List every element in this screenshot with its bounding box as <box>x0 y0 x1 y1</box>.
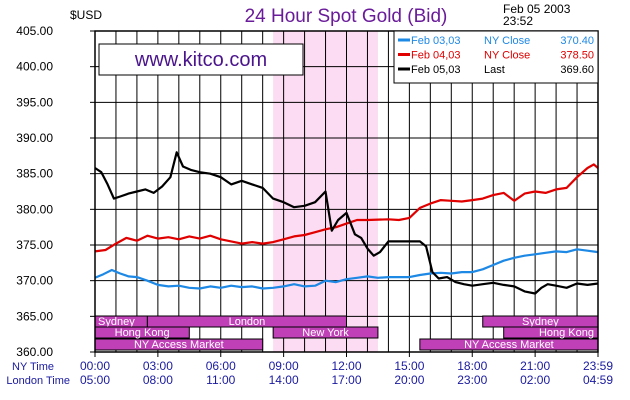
legend-value: 369.60 <box>560 64 594 76</box>
x-axis-ticks: NY Time 00:00 03:00 06:00 09:00 12:00 15:00 18:… <box>6 352 613 387</box>
x-tick-label: 00:00 <box>80 359 110 373</box>
session-label: London <box>229 316 266 328</box>
x-tick-label: 23:59 <box>583 359 613 373</box>
y-axis-ticks: 405.00 400.00 395.00 390.00 385.00 380.00 375.… <box>16 24 95 359</box>
session-label: Sydney <box>98 316 135 328</box>
session-label: Hong Kong <box>115 327 170 339</box>
session-label: Sydney <box>522 316 559 328</box>
legend-value: 370.40 <box>560 35 594 47</box>
legend: Feb 03,03 NY Close 370.40 Feb 04,03 NY Close… <box>393 30 599 84</box>
legend-date: Feb 03,03 <box>411 35 461 47</box>
timestamp-time: 23:52 <box>503 14 533 28</box>
watermark: www.kitco.com <box>98 43 304 76</box>
y-tick-label: 380.00 <box>16 202 53 216</box>
y-tick-label: 375.00 <box>16 238 53 252</box>
x-tick-label: 12:00 <box>331 359 361 373</box>
x-row-label: London Time <box>6 375 70 387</box>
y-tick-label: 360.00 <box>16 345 53 359</box>
price-series <box>94 151 599 295</box>
series-line <box>94 248 599 290</box>
y-tick-label: 385.00 <box>16 167 53 181</box>
y-tick-label: 365.00 <box>16 309 53 323</box>
timestamp-date: Feb 05 2003 <box>503 2 571 16</box>
x-tick-label: 11:00 <box>206 373 235 387</box>
y-tick-label: 370.00 <box>16 274 53 288</box>
legend-date: Feb 04,03 <box>411 50 461 62</box>
session-bar <box>272 326 379 339</box>
series-line <box>94 163 599 253</box>
x-tick-label: 21:00 <box>520 359 550 373</box>
x-tick-label: 17:00 <box>331 373 361 387</box>
x-tick-label: 09:00 <box>269 359 299 373</box>
y-axis-unit-label: $USD <box>70 8 102 22</box>
x-tick-label: 08:00 <box>143 373 173 387</box>
x-tick-label: 18:00 <box>457 359 487 373</box>
y-tick-label: 395.00 <box>16 95 53 109</box>
session-label: NY Access Market <box>134 339 224 351</box>
y-tick-label: 405.00 <box>16 24 53 38</box>
x-tick-label: 04:59 <box>583 373 613 387</box>
session-label: Hong Kong <box>539 327 594 339</box>
x-row-label: NY Time <box>12 361 54 373</box>
x-tick-label: 05:00 <box>80 373 110 387</box>
session-label: NY Access Market <box>464 339 554 351</box>
session-label: New York <box>302 327 349 339</box>
legend-date: Feb 05,03 <box>411 64 461 76</box>
watermark-text: www.kitco.com <box>134 49 267 71</box>
legend-kind: NY Close <box>484 35 530 47</box>
legend-value: 378.50 <box>560 50 594 62</box>
legend-kind: Last <box>484 64 505 76</box>
series-line <box>94 151 599 295</box>
y-tick-label: 400.00 <box>16 60 53 74</box>
x-tick-label: 03:00 <box>143 359 173 373</box>
chart-title: 24 Hour Spot Gold (Bid) <box>245 6 448 27</box>
x-tick-label: 02:00 <box>520 373 550 387</box>
legend-kind: NY Close <box>484 50 530 62</box>
session-bar <box>146 315 347 328</box>
x-tick-label: 14:00 <box>269 373 299 387</box>
x-tick-label: 06:00 <box>206 359 236 373</box>
y-tick-label: 390.00 <box>16 131 53 145</box>
x-tick-label: 23:00 <box>457 373 487 387</box>
legend-box <box>393 30 599 84</box>
x-tick-label: 15:00 <box>394 359 424 373</box>
x-tick-label: 20:00 <box>394 373 424 387</box>
